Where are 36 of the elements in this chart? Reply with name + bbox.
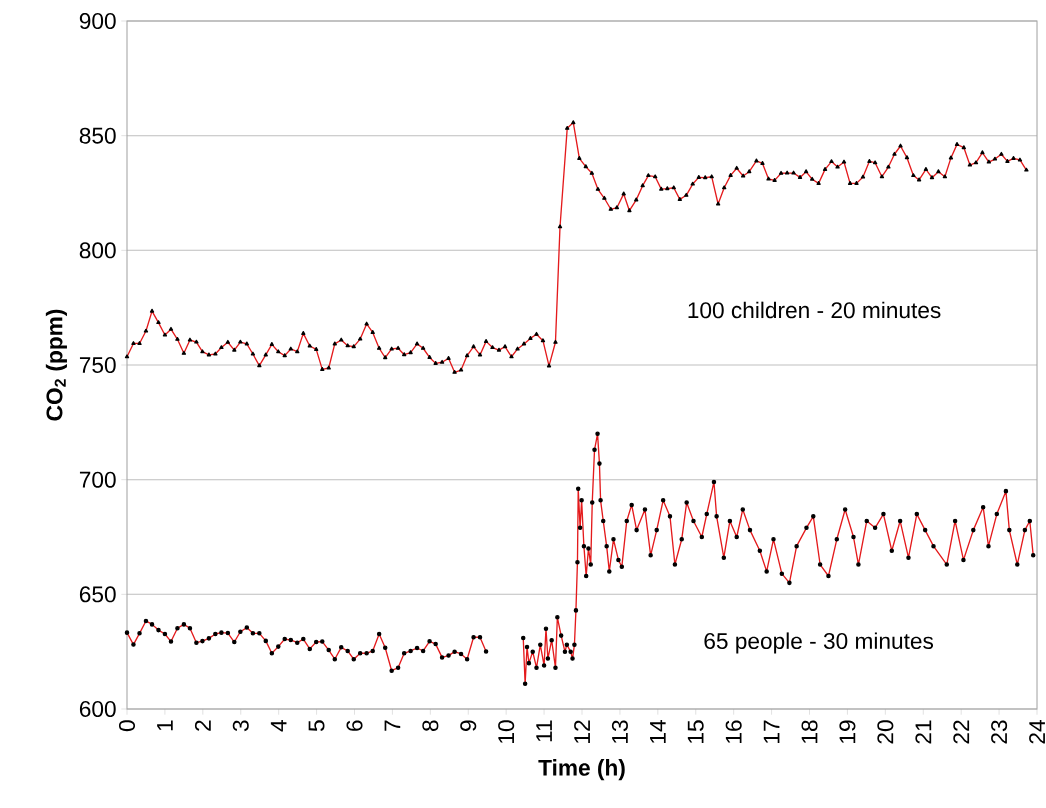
y-axis-title: CO$_{2}$ (ppm) xyxy=(45,309,67,421)
x-tick-label: 5 xyxy=(308,720,325,732)
x-tick-label: 1 xyxy=(157,720,173,731)
x-tick-label: 15 xyxy=(687,720,704,743)
annotation: 65 people - 30 minutes xyxy=(704,632,934,654)
x-tick-label: 19 xyxy=(839,720,856,743)
x-axis-title: Time (h) xyxy=(538,759,625,781)
y-tick-label: 900 xyxy=(79,12,116,30)
y-tick-label: 600 xyxy=(79,700,116,718)
x-tick-label: 6 xyxy=(346,720,363,731)
y-tick-label: 650 xyxy=(79,586,116,603)
x-tick-label: 18 xyxy=(801,720,818,743)
x-tick-label: 4 xyxy=(270,720,287,732)
y-tick-label: 800 xyxy=(79,242,116,259)
x-tick-label: 12 xyxy=(574,720,590,743)
x-tick-label: 9 xyxy=(460,720,477,731)
y-tick-label: 750 xyxy=(79,356,116,374)
y-tick-label: 850 xyxy=(79,127,116,144)
y-tick-label: 700 xyxy=(79,471,116,488)
annotation: 100 children - 20 minutes xyxy=(688,301,941,319)
x-tick-label: 11 xyxy=(536,720,552,742)
x-tick-label: 17 xyxy=(763,720,780,743)
x-tick-label: 24 xyxy=(1029,720,1045,744)
x-tick-label: 0 xyxy=(118,720,136,732)
x-tick-label: 2 xyxy=(194,720,211,731)
x-tick-label: 10 xyxy=(498,720,515,743)
x-tick-label: 7 xyxy=(384,720,401,731)
x-tick-label: 21 xyxy=(915,720,932,744)
x-tick-label: 23 xyxy=(991,720,1008,744)
x-tick-label: 14 xyxy=(650,720,666,743)
x-tick-label: 20 xyxy=(877,720,894,744)
x-tick-label: 22 xyxy=(953,720,970,744)
x-tick-label: 13 xyxy=(611,720,628,743)
x-tick-label: 3 xyxy=(232,720,249,732)
x-tick-label: 8 xyxy=(422,720,439,732)
x-tick-label: 16 xyxy=(725,720,742,743)
